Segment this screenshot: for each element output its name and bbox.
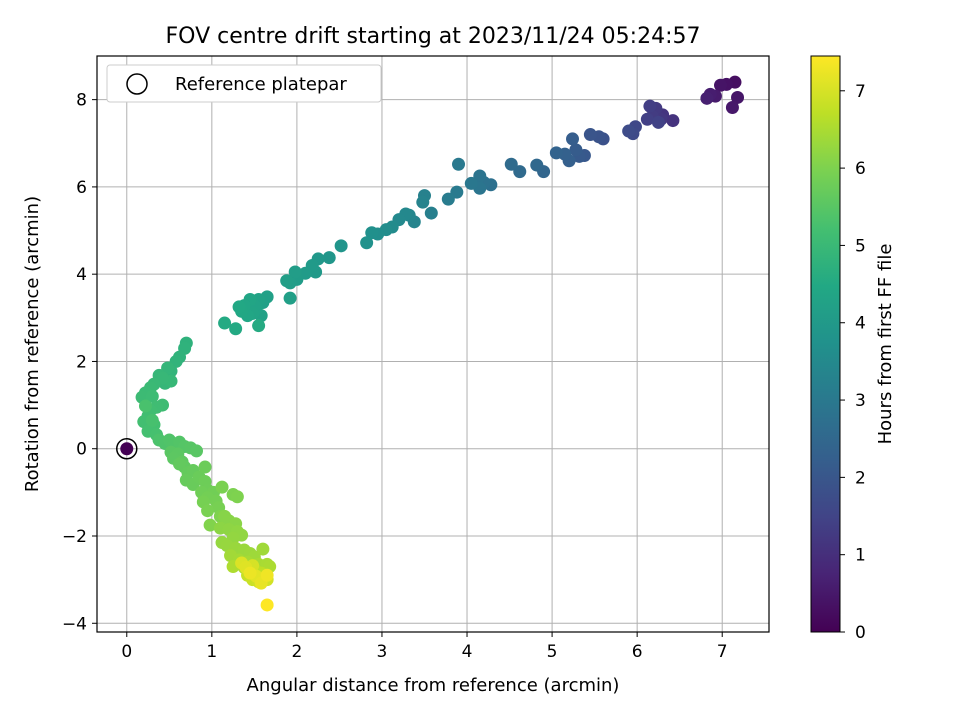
scatter-point xyxy=(640,112,654,126)
scatter-point xyxy=(252,319,266,333)
y-axis-ticks: −4 −2 0 2 4 6 8 xyxy=(62,91,97,634)
scatter-point xyxy=(280,274,294,288)
colorbar-tick-label: 5 xyxy=(855,236,866,256)
scatter-point xyxy=(283,291,297,305)
legend: Reference platepar xyxy=(106,64,382,103)
colorbar-tick-label: 2 xyxy=(855,468,866,488)
y-tick-label: 4 xyxy=(76,265,87,285)
scatter-point xyxy=(198,460,212,474)
colorbar-tick-label: 6 xyxy=(855,159,866,179)
scatter-point xyxy=(120,442,134,456)
chart-title: FOV centre drift starting at 2023/11/24 … xyxy=(166,24,701,49)
scatter-point xyxy=(145,413,159,427)
scatter-point xyxy=(232,300,246,314)
plot-frame xyxy=(96,55,770,633)
scatter-point xyxy=(256,542,270,556)
scatter-point xyxy=(229,322,243,336)
legend-box xyxy=(106,64,382,103)
scatter-point xyxy=(700,91,714,105)
x-tick-label: 4 xyxy=(462,642,473,662)
scatter-point xyxy=(173,457,187,471)
legend-entry-reference: Reference platepar xyxy=(175,74,347,95)
scatter-point xyxy=(322,251,336,265)
scatter-point xyxy=(441,192,455,206)
x-tick-label: 2 xyxy=(291,642,302,662)
scatter-point xyxy=(424,206,438,220)
scatter-point xyxy=(566,132,580,146)
scatter-point xyxy=(243,566,257,580)
scatter-point xyxy=(201,504,215,518)
colorbar-tick-label: 4 xyxy=(855,314,866,334)
colorbar-ticks: 0 1 2 3 4 5 6 7 xyxy=(840,82,866,643)
scatter-point xyxy=(203,518,217,532)
scatter-point xyxy=(583,128,597,142)
colorbar-tick-label: 1 xyxy=(855,546,866,566)
scatter-point xyxy=(651,115,665,129)
scatter-point xyxy=(190,444,204,458)
x-tick-label: 7 xyxy=(717,642,728,662)
x-tick-label: 1 xyxy=(206,642,217,662)
y-tick-label: −2 xyxy=(62,527,87,547)
colorbar-tick-label: 0 xyxy=(855,623,866,643)
colorbar: 0 1 2 3 4 5 6 7 Hours from first FF file xyxy=(810,55,896,643)
y-tick-label: 0 xyxy=(76,440,87,460)
scatter-point xyxy=(530,158,544,172)
x-axis-ticks: 0 1 2 3 4 5 6 7 xyxy=(121,632,728,662)
y-tick-label: 6 xyxy=(76,178,87,198)
scatter-point xyxy=(365,226,379,240)
scatter-point xyxy=(473,169,487,183)
scatter-point xyxy=(622,124,636,138)
x-tick-label: 3 xyxy=(377,642,388,662)
reference-marker xyxy=(116,437,138,460)
scatter-point xyxy=(643,99,657,113)
scatter-point xyxy=(360,236,374,250)
scatter-point xyxy=(464,176,478,190)
scatter-point xyxy=(138,399,152,413)
colorbar-label: Hours from first FF file xyxy=(875,244,896,445)
colorbar-gradient xyxy=(810,55,841,633)
scatter-point xyxy=(513,165,527,179)
y-tick-label: −4 xyxy=(62,614,87,634)
x-tick-label: 5 xyxy=(547,642,558,662)
x-tick-label: 0 xyxy=(121,642,132,662)
y-tick-label: 2 xyxy=(76,352,87,372)
y-axis-label: Rotation from reference (arcmin) xyxy=(22,196,43,492)
scatter-point xyxy=(452,157,466,171)
legend-marker-reference xyxy=(126,73,148,95)
scatter-point xyxy=(288,265,302,279)
x-axis-label: Angular distance from reference (arcmin) xyxy=(247,675,620,696)
grid xyxy=(97,56,769,632)
scatter-point xyxy=(714,78,728,92)
scatter-point xyxy=(731,90,745,104)
scatter-point xyxy=(260,568,274,582)
x-tick-label: 6 xyxy=(632,642,643,662)
scatter-point xyxy=(230,490,244,504)
scatter-point xyxy=(504,157,518,171)
scatter-point xyxy=(145,389,159,403)
colorbar-tick-label: 3 xyxy=(855,391,866,411)
scatter-point xyxy=(666,114,680,128)
y-tick-label: 8 xyxy=(76,91,87,111)
scatter-point xyxy=(549,146,563,160)
scatter-point xyxy=(569,143,583,157)
scatter-point xyxy=(218,316,232,330)
scatter-point xyxy=(215,480,229,494)
scatter-point xyxy=(334,239,348,253)
scatter-point xyxy=(260,598,274,612)
scatter-point xyxy=(725,100,739,114)
colorbar-tick-label: 7 xyxy=(855,82,866,102)
scatter-point xyxy=(416,195,430,209)
scatter-point xyxy=(161,361,175,375)
data-points xyxy=(116,75,745,612)
